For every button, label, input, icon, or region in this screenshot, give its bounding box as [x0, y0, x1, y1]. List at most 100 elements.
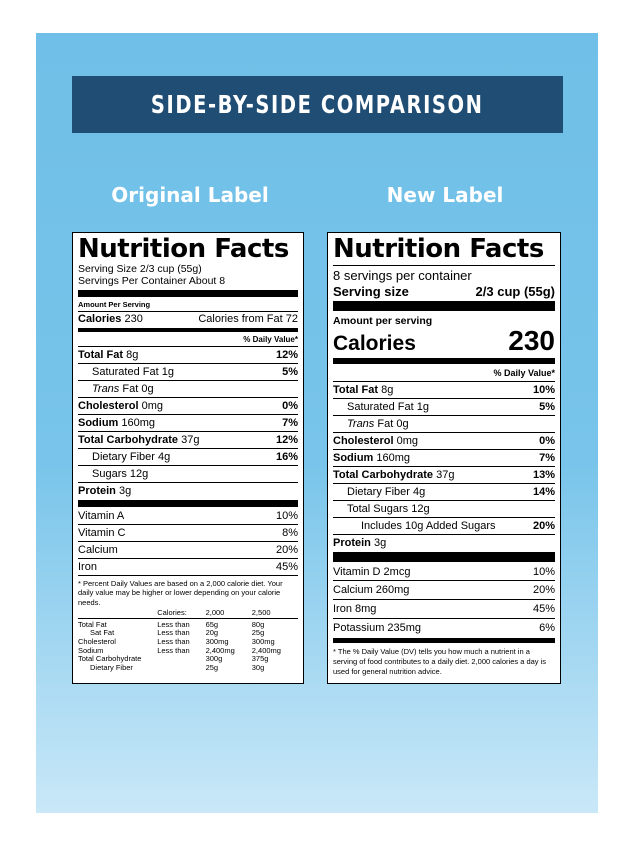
nutrient-amount: 8g	[381, 384, 394, 397]
dv-table-cell: 2,400mg	[205, 645, 235, 655]
original-nutrition-label: Nutrition Facts Serving Size 2/3 cup (55…	[72, 232, 304, 684]
vitamin-name: Calcium	[78, 544, 118, 557]
dv-table-cell	[157, 655, 205, 664]
nutrient-amount: 4g	[158, 451, 171, 464]
vitamin-name: Iron 8mg	[333, 603, 377, 616]
nutrient-name: Trans	[92, 383, 120, 396]
comparison-banner: SIDE-BY-SIDE COMPARISON	[72, 76, 563, 133]
dv-table-cell: Total Carbohydrate	[78, 654, 142, 664]
dv-table-cell: 25g	[251, 628, 265, 638]
footnote: * Percent Daily Values are based on a 2,…	[78, 579, 283, 607]
servings-per-container: 8 servings per container	[333, 268, 472, 283]
nutrient-amount: 1g	[161, 366, 174, 379]
dv-table-cell: Less than	[157, 637, 190, 647]
dv-table-cell: Sodium	[78, 645, 104, 655]
dv-table-cell: Less than	[157, 645, 190, 655]
nutrient-name: Sodium	[78, 417, 119, 430]
nutrient-dv: 7%	[282, 417, 298, 430]
nutrient-dv: 5%	[282, 366, 298, 379]
dv-table-header: 2,500	[251, 608, 271, 618]
nutrient-name: Cholesterol	[78, 400, 139, 413]
dv-table-cell: 300g	[205, 654, 223, 664]
vitamin-dv: 45%	[275, 561, 298, 574]
nutrient-amount: Fat 0g	[377, 418, 409, 431]
vitamin-dv: 10%	[275, 510, 298, 523]
servings-per-container: Servings Per Container About 8	[78, 274, 226, 287]
nutrient-amount: 160mg	[121, 417, 156, 430]
nutrient-name: Trans	[347, 418, 375, 431]
nutrient-dv: 7%	[539, 452, 555, 465]
nf-title: Nutrition Facts	[78, 234, 289, 264]
nutrient-amount: 0mg	[396, 435, 418, 448]
vitamin-dv: 45%	[532, 603, 555, 616]
calories-label: Calories	[333, 332, 416, 356]
original-label-heading: Original Label	[111, 183, 269, 207]
vitamin-dv: 20%	[532, 584, 555, 597]
calories-label: Calories	[78, 313, 122, 326]
nutrient-dv: 5%	[539, 401, 555, 414]
nutrient-dv: 20%	[532, 520, 555, 533]
nutrient-name: Total Fat	[78, 349, 124, 362]
nutrient-name: Sodium	[333, 452, 374, 465]
thick-divider	[78, 500, 298, 508]
nutrient-dv: 10%	[532, 384, 555, 397]
dv-table-cell: 300mg	[205, 637, 229, 647]
vitamin-name: Potassium 235mg	[333, 622, 422, 635]
nutrient-name: Cholesterol	[333, 435, 394, 448]
nutrient-dv: 16%	[275, 451, 298, 464]
serving-size-value: 2/3 cup (55g)	[475, 283, 555, 299]
dv-table-cell: Dietary Fiber	[90, 662, 133, 672]
medium-divider	[333, 358, 555, 365]
dv-table-cell: Less than	[157, 628, 190, 638]
dv-table-cell: 375g	[251, 654, 269, 664]
footnote: * The % Daily Value (DV) tells you how m…	[333, 647, 547, 676]
nutrient-name: Dietary Fiber	[92, 451, 155, 464]
nutrient-name: Total Fat	[333, 384, 379, 397]
nutrient-amount: Fat 0g	[122, 383, 154, 396]
nutrient-name: Sugars	[92, 468, 127, 481]
nutrient-amount: 37g	[181, 434, 200, 447]
dv-table-cell: 65g	[205, 619, 219, 629]
new-label-heading: New Label	[386, 183, 504, 207]
nutrient-name: Protein	[333, 537, 371, 550]
vitamin-name: Vitamin C	[78, 527, 126, 540]
dv-table-cell: 25g	[205, 662, 219, 672]
nutrient-dv: 0%	[539, 435, 555, 448]
thick-divider	[333, 301, 555, 312]
dv-table-cell: 300mg	[251, 637, 275, 647]
nutrient-amount: 160mg	[376, 452, 411, 465]
dv-table-cell	[157, 664, 205, 673]
dv-table-cell: 30g	[251, 662, 265, 672]
vitamin-name: Vitamin D 2mcg	[333, 566, 411, 579]
nutrient-amount: 3g	[118, 485, 132, 498]
thick-divider	[78, 290, 298, 298]
dv-table-cell: Total Fat	[78, 619, 107, 629]
calories-from-fat: Calories from Fat 72	[198, 313, 298, 326]
daily-value-header: % Daily Value*	[493, 368, 555, 379]
banner-title: SIDE-BY-SIDE COMPARISON	[151, 90, 484, 119]
amount-per-serving: Amount per serving	[333, 315, 433, 328]
calories-value: 230	[508, 325, 555, 357]
daily-value-header: % Daily Value*	[243, 335, 298, 345]
dv-table-cell: 20g	[205, 628, 219, 638]
dv-table-cell: 80g	[251, 619, 265, 629]
nutrient-name: Total Sugars	[347, 503, 409, 516]
dv-table-cell: Less than	[157, 619, 190, 629]
amount-per-serving: Amount Per Serving	[78, 300, 151, 310]
new-nutrition-label: Nutrition Facts 8 servings per container…	[327, 232, 561, 684]
nutrient-amount: 12g	[411, 503, 430, 516]
nutrient-dv: 14%	[532, 486, 555, 499]
nutrient-name: Saturated Fat	[347, 401, 414, 414]
nutrient-dv: 0%	[282, 400, 298, 413]
vitamin-name: Calcium 260mg	[333, 584, 410, 597]
vitamin-dv: 20%	[275, 544, 298, 557]
vitamin-name: Iron	[78, 561, 97, 574]
nutrient-name: Total Carbohydrate	[333, 469, 434, 482]
nutrient-amount: 4g	[413, 486, 426, 499]
calories-value: 230	[124, 313, 143, 326]
medium-divider	[333, 638, 555, 644]
medium-divider	[78, 328, 298, 333]
dv-table-cell: Sat Fat	[90, 628, 115, 638]
nutrient-amount: 0mg	[141, 400, 163, 413]
nutrient-name: Dietary Fiber	[347, 486, 410, 499]
